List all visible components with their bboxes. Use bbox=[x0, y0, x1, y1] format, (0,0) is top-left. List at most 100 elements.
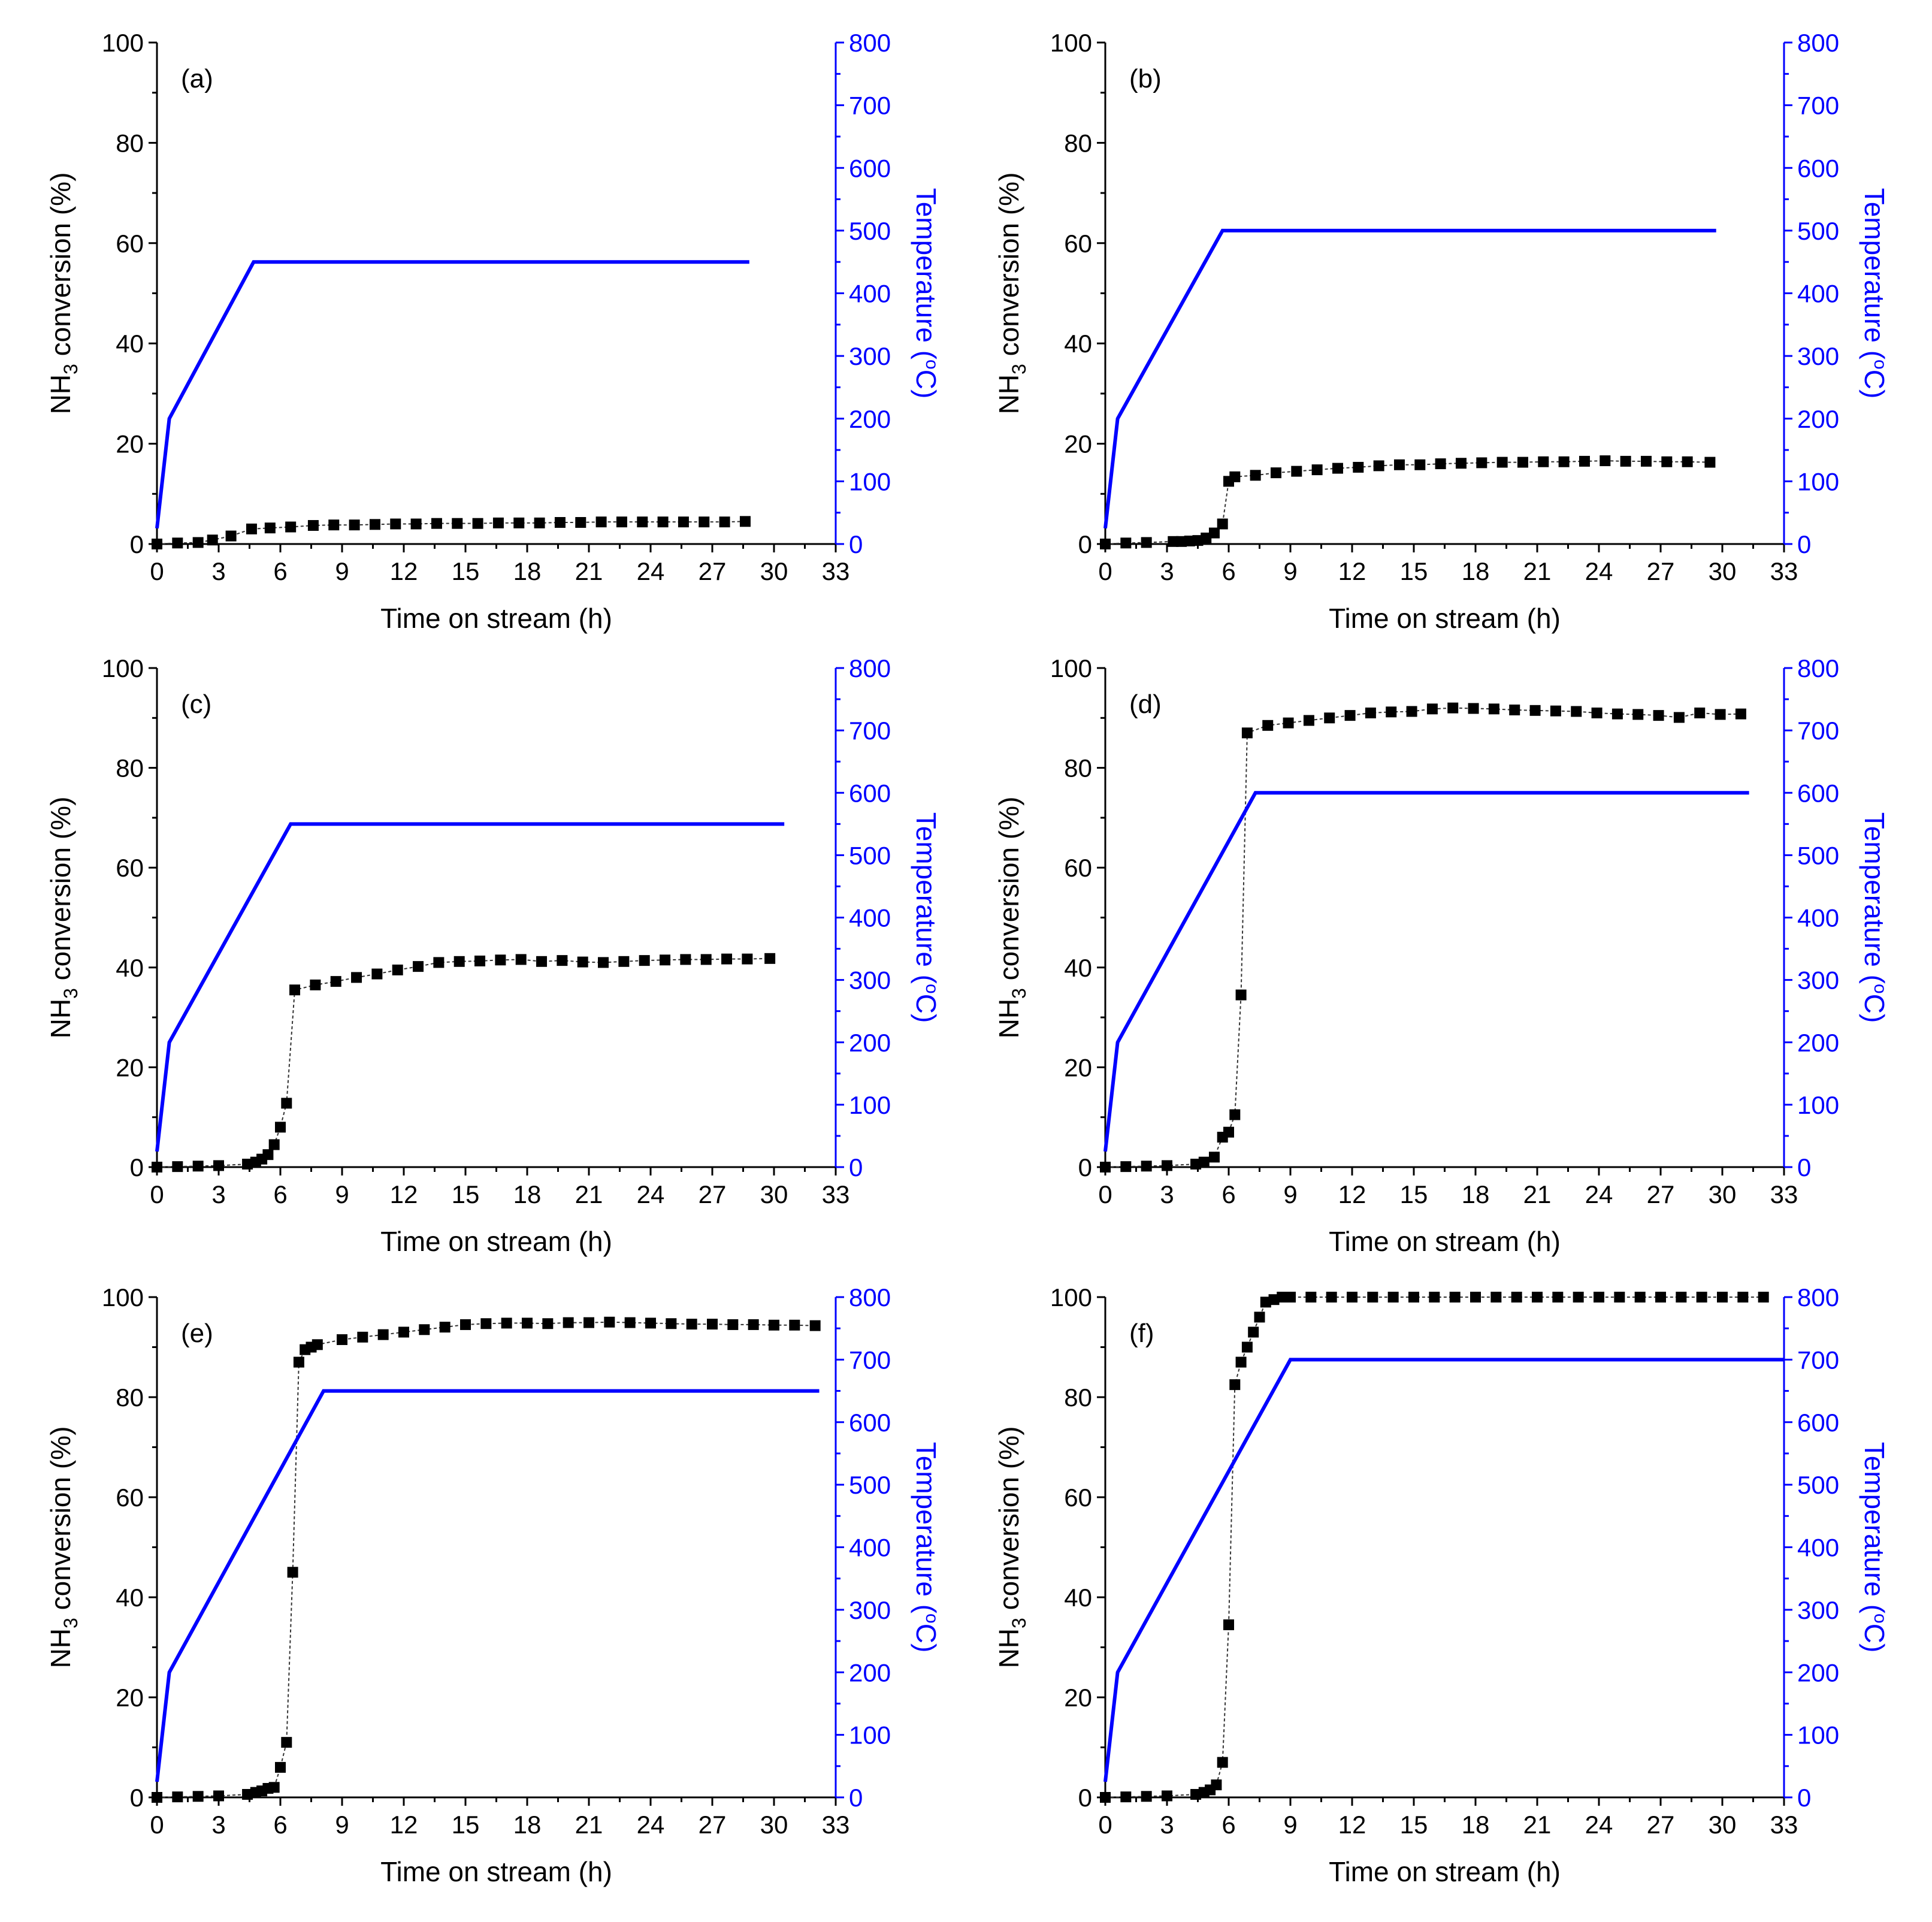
x-tick-label: 24 bbox=[1585, 1811, 1613, 1839]
y2-tick-label: 800 bbox=[849, 654, 891, 682]
x-tick-label: 24 bbox=[1585, 557, 1613, 585]
conversion-point bbox=[1141, 537, 1152, 548]
conversion-point bbox=[1517, 457, 1528, 468]
y-label-subscript: 3 bbox=[60, 364, 81, 374]
y2-tick-label: 600 bbox=[849, 154, 891, 182]
conversion-point bbox=[281, 1737, 292, 1748]
conversion-point bbox=[563, 1317, 574, 1328]
conversion-point bbox=[1141, 1791, 1152, 1802]
conversion-point bbox=[536, 956, 548, 967]
conversion-point bbox=[1270, 467, 1281, 479]
y2-axis-label: Temperature (oC) bbox=[1859, 812, 1890, 1023]
y2-tick-label: 100 bbox=[849, 1091, 891, 1119]
y-tick-label: 0 bbox=[130, 1153, 144, 1181]
y2-label-part: C) bbox=[911, 1624, 942, 1653]
y-tick-label: 60 bbox=[116, 229, 144, 258]
conversion-point bbox=[1735, 708, 1746, 720]
conversion-point bbox=[575, 517, 586, 528]
conversion-point bbox=[769, 1319, 779, 1331]
conversion-point bbox=[1640, 455, 1652, 467]
conversion-point bbox=[152, 539, 162, 549]
y2-label-part: Temperature ( bbox=[1859, 188, 1890, 360]
panel-label: (c) bbox=[181, 690, 211, 719]
x-tick-label: 21 bbox=[1523, 1180, 1552, 1208]
conversion-point bbox=[1324, 712, 1335, 724]
y2-tick-label: 600 bbox=[1797, 154, 1839, 182]
conversion-point bbox=[371, 968, 383, 980]
y2-tick-label: 800 bbox=[1797, 1283, 1839, 1311]
y-tick-label: 100 bbox=[1050, 29, 1092, 57]
conversion-point bbox=[1120, 1161, 1132, 1172]
y-tick-label: 0 bbox=[1078, 1784, 1092, 1812]
x-tick-label: 3 bbox=[211, 557, 225, 585]
conversion-point bbox=[1532, 1292, 1543, 1303]
y-label-part: conversion (%) bbox=[993, 797, 1024, 989]
y2-tick-label: 200 bbox=[1797, 405, 1839, 433]
x-axis-label: Time on stream (h) bbox=[1329, 1856, 1561, 1887]
conversion-point bbox=[1529, 705, 1541, 716]
conversion-point bbox=[152, 1792, 162, 1803]
conversion-point bbox=[1223, 1126, 1234, 1138]
y-label-part: conversion (%) bbox=[45, 797, 76, 989]
x-tick-label: 12 bbox=[1338, 1180, 1366, 1208]
y-tick-label: 20 bbox=[116, 1053, 144, 1081]
x-tick-label: 27 bbox=[1647, 1811, 1675, 1839]
conversion-point bbox=[312, 1339, 323, 1350]
x-tick-label: 27 bbox=[1647, 557, 1675, 585]
y2-label-part: Temperature ( bbox=[911, 188, 942, 360]
x-tick-label: 27 bbox=[699, 1811, 727, 1839]
y2-tick-label: 600 bbox=[849, 779, 891, 807]
conversion-point bbox=[1538, 456, 1549, 467]
x-tick-label: 3 bbox=[1160, 1180, 1174, 1208]
y-tick-label: 80 bbox=[1064, 1383, 1092, 1412]
conversion-point bbox=[598, 957, 609, 968]
conversion-point bbox=[742, 953, 753, 965]
conversion-point bbox=[392, 964, 403, 975]
temperature-line bbox=[1103, 791, 1749, 1152]
conversion-point bbox=[1552, 1292, 1564, 1303]
conversion-point bbox=[410, 518, 422, 530]
conversion-point bbox=[398, 1326, 409, 1338]
y2-label-part: Temperature ( bbox=[911, 1442, 942, 1614]
y2-tick-label: 600 bbox=[1797, 779, 1839, 807]
y-tick-label: 0 bbox=[130, 1784, 144, 1812]
x-tick-label: 33 bbox=[1770, 557, 1798, 585]
conversion-point bbox=[262, 1149, 274, 1161]
conversion-point bbox=[1696, 1292, 1707, 1303]
y-tick-label: 20 bbox=[1064, 1053, 1092, 1081]
y-label-subscript: 3 bbox=[1008, 988, 1030, 999]
conversion-point bbox=[1611, 708, 1623, 720]
conversion-point bbox=[522, 1317, 533, 1329]
y2-tick-label: 300 bbox=[1797, 342, 1839, 370]
conversion-point bbox=[1254, 1311, 1265, 1323]
x-tick-label: 21 bbox=[1523, 1811, 1552, 1839]
y2-tick-label: 600 bbox=[849, 1409, 891, 1437]
conversion-point bbox=[1217, 518, 1228, 530]
conversion-point bbox=[1211, 1779, 1222, 1791]
y2-tick-label: 300 bbox=[849, 1596, 891, 1624]
conversion-point bbox=[1241, 727, 1253, 739]
x-tick-label: 21 bbox=[575, 557, 603, 585]
x-tick-label: 30 bbox=[760, 557, 788, 585]
conversion-point bbox=[1162, 1790, 1172, 1802]
y2-tick-label: 500 bbox=[1797, 841, 1839, 869]
x-tick-label: 15 bbox=[1400, 1180, 1428, 1208]
y2-tick-label: 700 bbox=[849, 1346, 891, 1374]
y2-tick-label: 0 bbox=[1797, 1784, 1811, 1812]
y2-tick-label: 500 bbox=[849, 841, 891, 869]
x-tick-label: 9 bbox=[335, 1811, 349, 1839]
y2-tick-label: 500 bbox=[1797, 217, 1839, 245]
x-tick-label: 33 bbox=[822, 557, 850, 585]
y2-tick-label: 100 bbox=[1797, 1091, 1839, 1119]
x-tick-label: 3 bbox=[1160, 1811, 1174, 1839]
y-axis-label: NH3 conversion (%) bbox=[45, 1427, 81, 1669]
conversion-point bbox=[1100, 1162, 1111, 1172]
conversion-point bbox=[1190, 1788, 1202, 1800]
conversion-point bbox=[431, 518, 442, 529]
conversion-point bbox=[1283, 717, 1294, 729]
y2-axis-label: Temperature (oC) bbox=[911, 188, 942, 399]
temperature-line bbox=[1103, 1358, 1784, 1782]
conversion-point bbox=[1673, 712, 1685, 723]
conversion-point bbox=[727, 1319, 739, 1330]
